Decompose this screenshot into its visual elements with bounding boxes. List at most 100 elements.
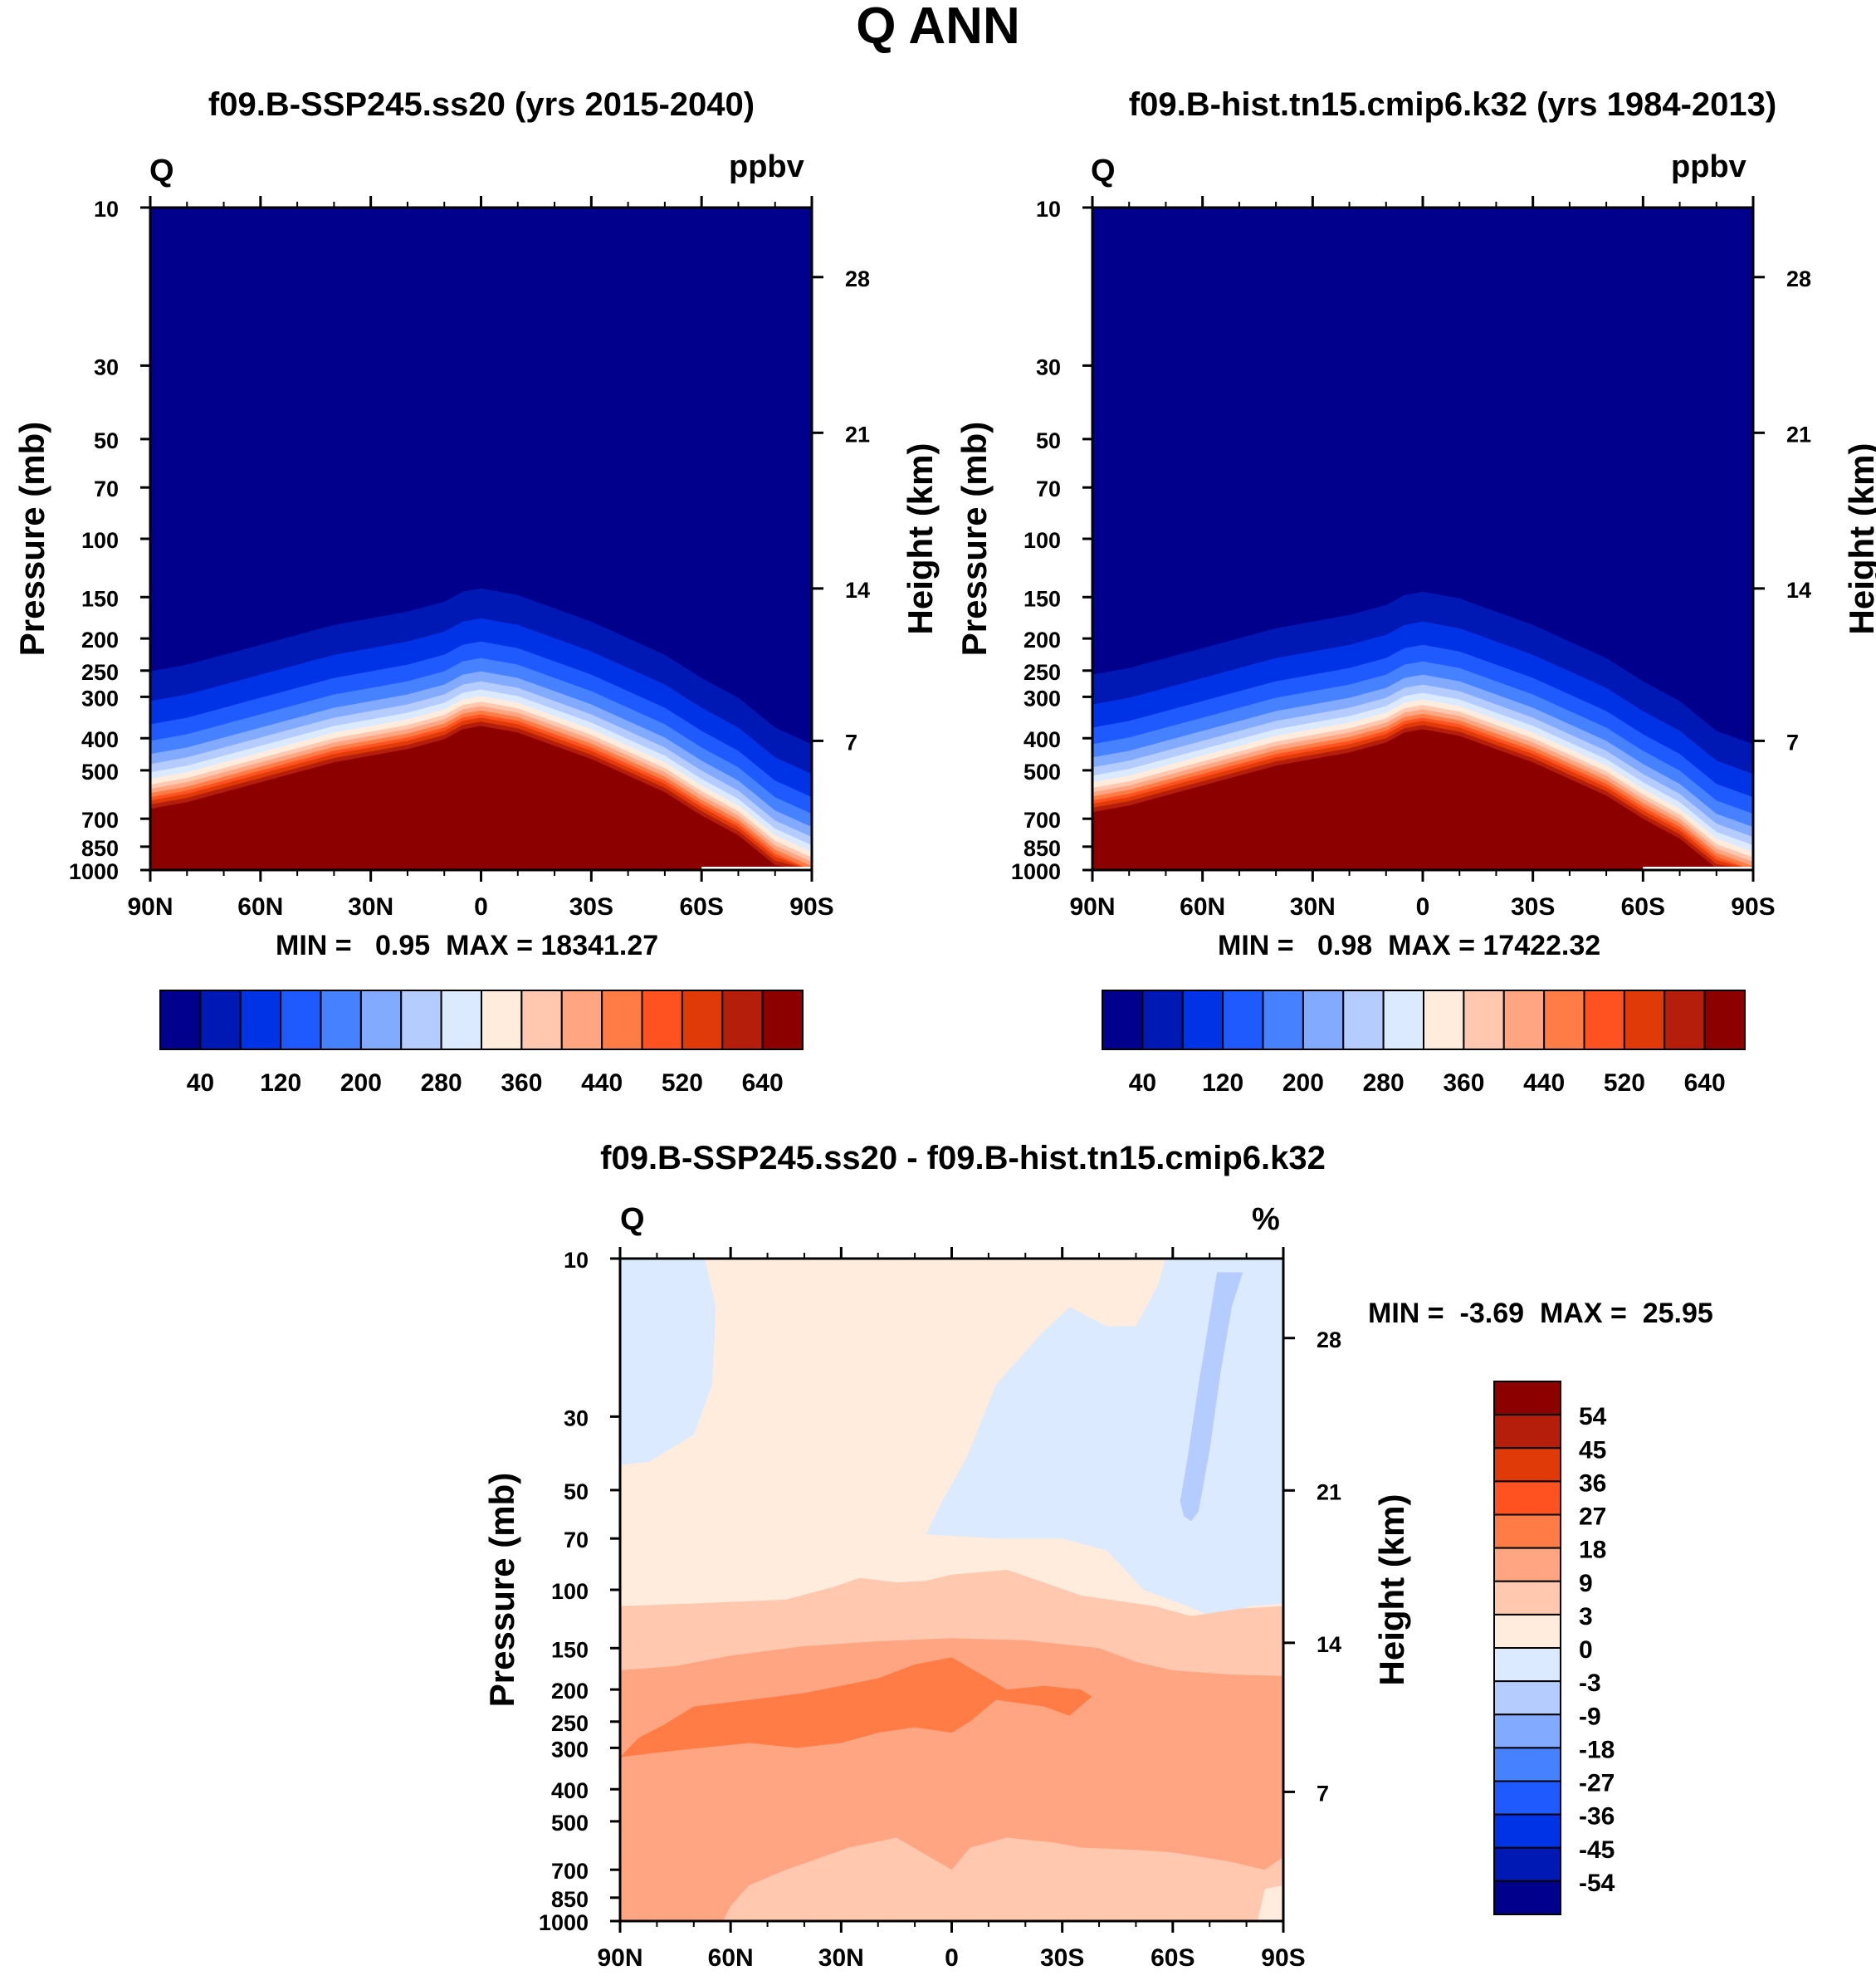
right-surface-gap (1643, 867, 1753, 870)
left-y-tick-label: 250 (81, 660, 119, 685)
left-max-label: MAX = (446, 930, 533, 961)
left-colorbar-label: 520 (662, 1069, 703, 1097)
left-y-tick-label: 1000 (69, 859, 119, 884)
left-y-tick-label: 500 (81, 760, 119, 785)
left-x-tick-label: 60N (237, 893, 283, 921)
left-y-tick-label: 50 (94, 428, 119, 453)
left-colorbar-box (440, 990, 482, 1050)
left-colorbar-label: 40 (187, 1069, 214, 1097)
diff-y-tick-label: 700 (551, 1859, 589, 1884)
diff-colorbar-label: -9 (1579, 1703, 1601, 1730)
diff-x-tick-label: 30N (818, 1944, 864, 1972)
left-x-tick-label: 90S (789, 893, 833, 921)
left-colorbar-label: 440 (581, 1069, 623, 1097)
left-x-tick-label: 0 (474, 893, 488, 921)
right-min-value: 0.98 (1317, 930, 1373, 961)
left-y-tick-label: 300 (81, 686, 119, 711)
diff-colorbar-label: 9 (1579, 1570, 1593, 1597)
right-colorbar-label: 120 (1202, 1069, 1243, 1097)
right-ylabel-right: Height (km) (1842, 443, 1876, 635)
left-colorbar-label: 280 (421, 1069, 462, 1097)
left-height-tick-label: 7 (845, 730, 857, 755)
diff-y-tick-label: 500 (551, 1811, 589, 1836)
left-y-tick-label: 150 (81, 586, 119, 611)
left-variable-label: Q (149, 154, 174, 188)
diff-colorbar-box (1493, 1714, 1561, 1749)
right-height-tick-label: 14 (1786, 578, 1811, 603)
diff-y-tick-label: 150 (551, 1637, 589, 1662)
diff-ylabel-right: Height (km) (1372, 1494, 1411, 1686)
diff-colorbar-box (1493, 1414, 1561, 1450)
diff-colorbar-label: -27 (1579, 1770, 1615, 1797)
right-ylabel: Pressure (mb) (955, 422, 994, 656)
diff-x-tick-label: 90N (597, 1944, 642, 1972)
right-colorbar-box (1502, 990, 1546, 1050)
diff-colorbar-label: 45 (1579, 1436, 1606, 1464)
left-y-tick-label: 10 (94, 197, 119, 222)
left-y-tick-label: 850 (81, 836, 119, 861)
right-colorbar-label: 520 (1604, 1069, 1645, 1097)
right-x-tick-label: 0 (1416, 893, 1430, 921)
right-colorbar-box (1583, 990, 1625, 1050)
left-colorbar-box (721, 990, 764, 1050)
right-x-tick-label: 90N (1069, 893, 1115, 921)
right-colorbar-box (1181, 990, 1224, 1050)
diff-height-tick-label: 7 (1317, 1781, 1329, 1806)
left-colorbar-box (359, 990, 403, 1050)
right-contour-band (1092, 729, 1753, 870)
right-y-tick-label: 200 (1023, 628, 1061, 653)
right-y-tick-label: 250 (1023, 660, 1061, 685)
right-colorbar-box (1663, 990, 1706, 1050)
diff-colorbar-box (1493, 1846, 1561, 1882)
diff-ylabel: Pressure (mb) (482, 1473, 521, 1707)
diff-negative-region-se (926, 1259, 1283, 1619)
diff-min-label: MIN = (1368, 1298, 1444, 1329)
left-height-tick-label: 21 (845, 422, 870, 447)
right-units-label: ppbv (1671, 149, 1747, 184)
diff-colorbar-label: 27 (1579, 1503, 1606, 1531)
right-y-tick-label: 300 (1023, 686, 1061, 711)
right-colorbar-label: 360 (1443, 1069, 1484, 1097)
diff-y-tick-label: 250 (551, 1711, 589, 1736)
diff-max-label: MAX = (1539, 1298, 1627, 1329)
diff-min-max: MIN = -3.69 MAX = 25.95 (1368, 1298, 1713, 1330)
diff-negative-streak (1180, 1272, 1243, 1522)
left-colorbar-box (239, 990, 282, 1050)
right-height-tick-label: 28 (1786, 266, 1811, 291)
right-colorbar-box (1423, 990, 1465, 1050)
diff-colorbar-box (1493, 1480, 1561, 1516)
diff-x-tick-label: 60S (1151, 1944, 1194, 1972)
diff-colorbar-box (1493, 1647, 1561, 1683)
diff-colorbar-label: -54 (1579, 1870, 1615, 1897)
left-min-label: MIN = (276, 930, 352, 961)
right-x-tick-label: 60N (1180, 893, 1225, 921)
right-min-label: MIN = (1218, 930, 1294, 961)
diff-colorbar-label: 3 (1579, 1603, 1593, 1630)
right-y-tick-label: 700 (1023, 808, 1061, 833)
diff-x-tick-label: 90S (1261, 1944, 1305, 1972)
diff-colorbar-box (1493, 1813, 1561, 1849)
right-panel-title: f09.B-hist.tn15.cmip6.k32 (yrs 1984-2013… (1128, 86, 1777, 123)
left-colorbar-label: 120 (260, 1069, 301, 1097)
left-height-tick-label: 28 (845, 266, 870, 291)
left-colorbar-box (159, 990, 202, 1050)
right-variable-label: Q (1091, 154, 1116, 188)
diff-y-tick-label: 50 (564, 1479, 589, 1504)
left-ylabel: Pressure (mb) (12, 422, 51, 656)
diff-colorbar-box (1493, 1381, 1561, 1416)
right-y-tick-label: 150 (1023, 586, 1061, 611)
diff-negative-region-nw (620, 1259, 716, 1465)
left-min-max: MIN = 0.95 MAX = 18341.27 (276, 930, 658, 962)
left-x-tick-label: 30S (569, 893, 613, 921)
left-max-value: 18341.27 (540, 930, 659, 961)
diff-colorbar-box (1493, 1613, 1561, 1649)
left-y-tick-label: 100 (81, 528, 119, 553)
diff-y-tick-label: 70 (564, 1528, 589, 1552)
left-x-tick-label: 90N (127, 893, 173, 921)
left-x-tick-label: 30N (348, 893, 393, 921)
diff-surface-patch (1257, 1885, 1283, 1921)
diff-units-label: % (1252, 1202, 1280, 1237)
left-colorbar-box (761, 990, 804, 1050)
left-colorbar-box (560, 990, 603, 1050)
